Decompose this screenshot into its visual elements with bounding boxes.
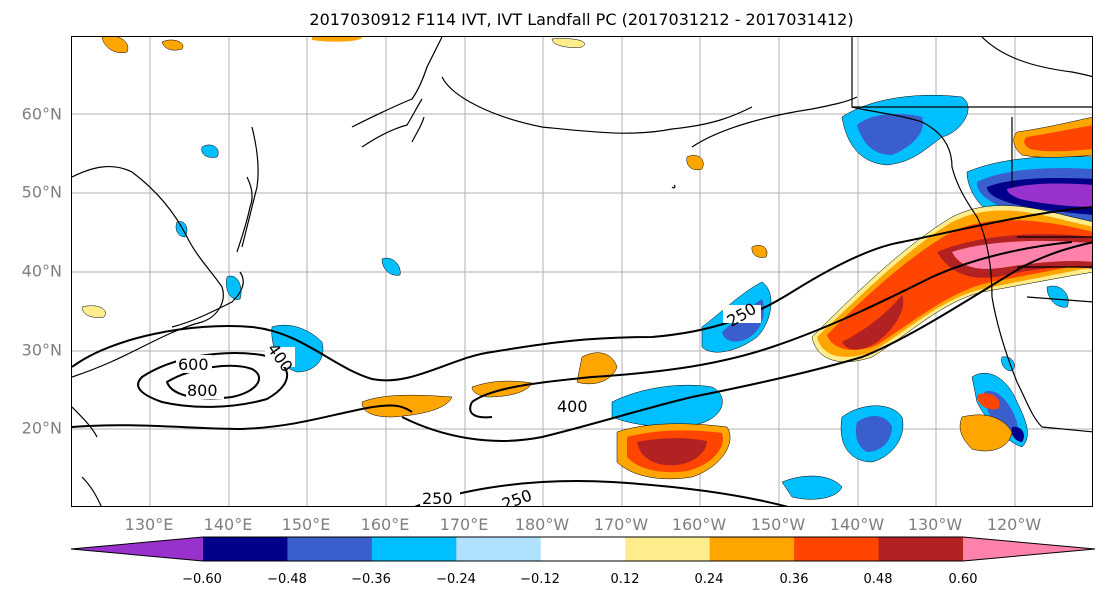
colorbar-tick-neg-0.36: −0.36 [351, 572, 391, 587]
colorbar-tick-neg-0.60: −0.60 [182, 572, 222, 587]
colorbar-tick-0.60: 0.60 [948, 572, 978, 587]
colorbar-extend-high [963, 537, 1095, 561]
lon-label-160e: 160°E [360, 515, 410, 534]
lat-label-40n: 40°N [21, 261, 62, 281]
colorbar-segments [71, 537, 1095, 561]
lon-label-150e: 150°E [281, 515, 331, 534]
contour-labels: 600 800 400 250 400 250 250 [176, 299, 761, 507]
colorbar-segment [540, 537, 626, 561]
colorbar-tick-0.12: 0.12 [610, 572, 640, 587]
colorbar-tick-neg-0.48: −0.48 [267, 572, 307, 587]
lat-label-20n: 20°N [21, 418, 62, 438]
contour-label-250-south-partial: 250 [499, 486, 534, 507]
colorbar-tick-neg-0.12: −0.12 [520, 572, 560, 587]
colorbar-outline [70, 536, 1096, 562]
contour-label-800: 800 [187, 381, 218, 400]
colorbar-segment [625, 537, 711, 561]
lon-label-140e: 140°E [203, 515, 253, 534]
colorbar-segment [456, 537, 542, 561]
ivt-contours [72, 206, 1092, 506]
contour-label-250-south: 250 [422, 489, 453, 507]
map-panel[interactable]: 600 800 400 250 400 250 250 [71, 36, 1093, 507]
colorbar-segment [287, 537, 373, 561]
colorbar-segment [794, 537, 880, 561]
ivt-map-svg: 600 800 400 250 400 250 250 [72, 37, 1092, 507]
colorbar-segment [709, 537, 795, 561]
lon-label-130e: 130°E [124, 515, 174, 534]
colorbar-segment [371, 537, 457, 561]
coastlines [72, 37, 1092, 506]
colorbar-segment [203, 537, 288, 561]
positive-ivt-fills [81, 37, 1092, 480]
colorbar [70, 536, 1096, 562]
colorbar-tick-0.36: 0.36 [779, 572, 809, 587]
lon-label-170e: 170°E [439, 515, 489, 534]
contour-label-400-east: 400 [557, 397, 588, 416]
lat-label-30n: 30°N [21, 340, 62, 360]
lon-label-120w: 120°W [986, 515, 1042, 534]
lon-label-170w: 170°W [593, 515, 649, 534]
negative-ivt-fills [175, 94, 1092, 500]
colorbar-tick-0.48: 0.48 [863, 572, 893, 587]
colorbar-segment [878, 537, 964, 561]
lat-label-50n: 50°N [21, 182, 62, 202]
lon-label-160w: 160°W [671, 515, 727, 534]
contour-label-600: 600 [178, 355, 209, 374]
lon-label-130w: 130°W [907, 515, 963, 534]
map-title: 2017030912 F114 IVT, IVT Landfall PC (20… [309, 10, 854, 29]
lat-label-60n: 60°N [21, 104, 62, 124]
colorbar-tick-neg-0.24: −0.24 [436, 572, 476, 587]
colorbar-tick-0.24: 0.24 [694, 572, 724, 587]
lon-label-140w: 140°W [829, 515, 885, 534]
colorbar-extend-low [71, 537, 203, 561]
lon-label-150w: 150°W [750, 515, 806, 534]
lon-label-180w: 180°W [514, 515, 570, 534]
